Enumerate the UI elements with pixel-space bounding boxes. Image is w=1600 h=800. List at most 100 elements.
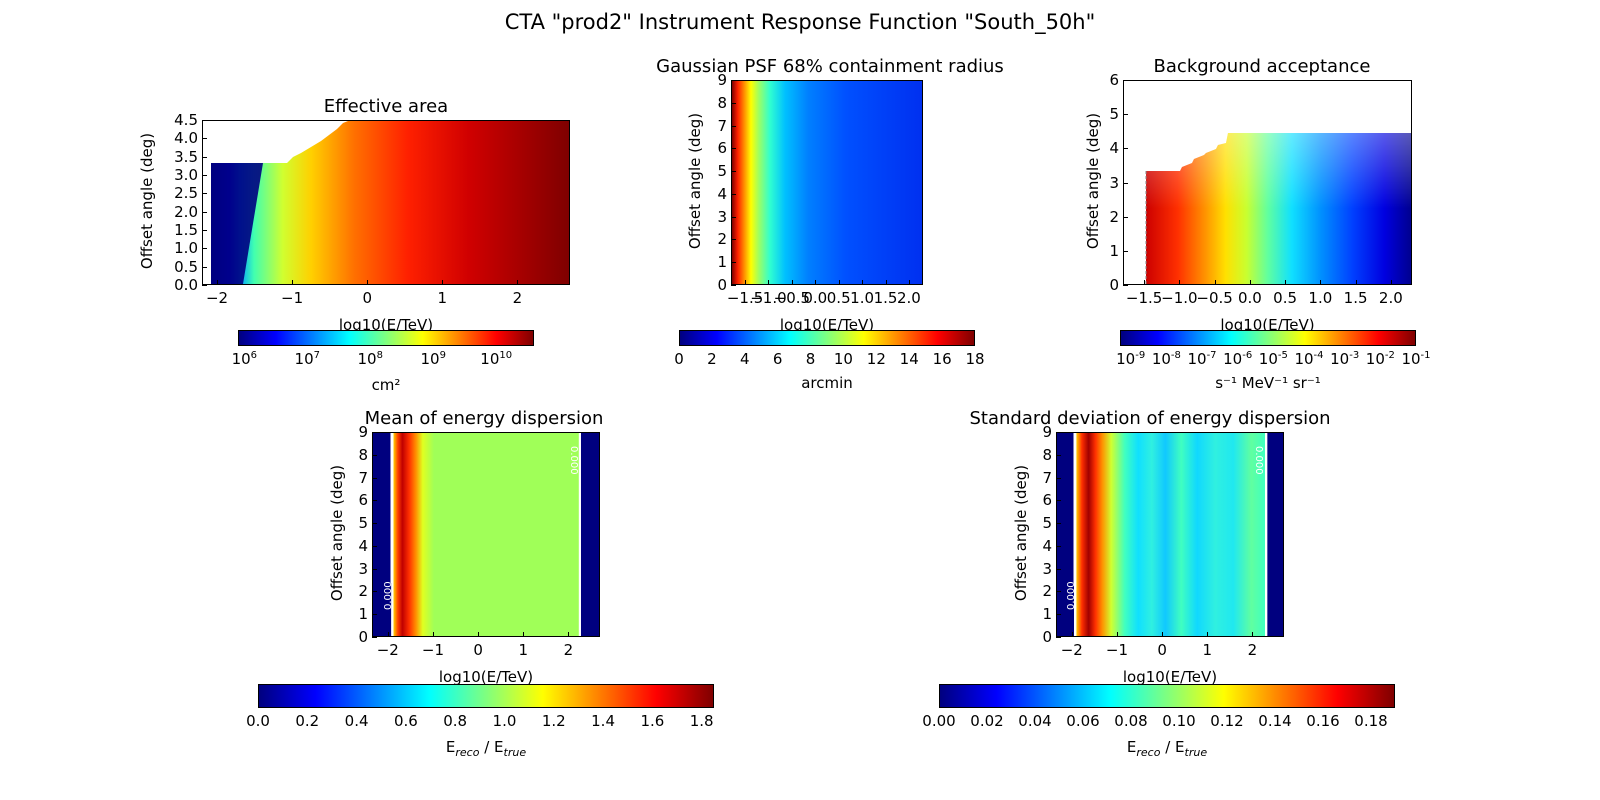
x-tick-mark bbox=[1144, 280, 1146, 285]
colorbar-tick-label: 14 bbox=[899, 350, 919, 368]
colorbar-tick-label: 10-4 bbox=[1287, 350, 1331, 368]
y-tick-label: 9 bbox=[1042, 423, 1052, 441]
colorbar-tick-base: 10 bbox=[1401, 350, 1421, 368]
x-tick-label: 0 bbox=[362, 289, 372, 307]
y-tick-label: 7 bbox=[717, 116, 727, 135]
y-tick-mark bbox=[1123, 250, 1128, 252]
y-tick-label: 3.0 bbox=[174, 166, 198, 184]
colorbar-tick-label: 1.0 bbox=[492, 712, 517, 730]
y-tick-mark bbox=[731, 262, 736, 264]
y-tick-label: 7 bbox=[1042, 468, 1052, 487]
y-tick-mark bbox=[202, 211, 207, 213]
colorbar-label-main: E bbox=[1126, 738, 1137, 756]
x-tick-mark bbox=[1071, 632, 1073, 637]
y-tick-label: 4.0 bbox=[174, 129, 198, 148]
x-tick-mark bbox=[1214, 280, 1216, 285]
x-tick-mark bbox=[367, 280, 369, 285]
x-tick-label: 1 bbox=[518, 641, 528, 659]
x-tick-mark bbox=[1162, 632, 1164, 637]
y-tick-label: 8 bbox=[358, 445, 368, 464]
y-tick-label: 4.5 bbox=[174, 111, 198, 129]
plot-area bbox=[372, 432, 600, 637]
colorbar-tick-label: 0.4 bbox=[344, 712, 369, 730]
y-tick-label: 0.5 bbox=[174, 257, 198, 276]
x-tick-mark bbox=[292, 280, 294, 285]
y-tick-label: 3 bbox=[717, 207, 727, 226]
x-tick-mark bbox=[387, 632, 389, 637]
y-tick-label: 6 bbox=[1042, 491, 1052, 510]
colorbar-tick-base: 10 bbox=[1294, 350, 1314, 368]
y-tick-mark bbox=[1056, 523, 1061, 525]
y-tick-mark bbox=[372, 545, 377, 547]
y-tick-mark bbox=[1056, 432, 1061, 433]
x-tick-label: 2 bbox=[563, 641, 574, 659]
colorbar-tick-label: 107 bbox=[285, 350, 329, 368]
colorbar-tick-label: 10-7 bbox=[1180, 350, 1224, 368]
colorbar-tick-base: 10 bbox=[231, 350, 251, 368]
y-tick-label: 1.5 bbox=[174, 221, 198, 239]
y-tick-mark bbox=[202, 120, 207, 121]
colorbar bbox=[258, 684, 714, 708]
y-tick-mark bbox=[1123, 216, 1128, 218]
heatmap-image bbox=[373, 433, 599, 636]
colorbar-label-main: E bbox=[445, 738, 456, 756]
colorbar-label-sub: true bbox=[503, 746, 527, 759]
x-tick-label: −1.0 bbox=[750, 289, 787, 307]
x-tick-mark bbox=[815, 280, 817, 285]
colorbar-tick-exponent: -8 bbox=[1170, 350, 1181, 361]
y-tick-mark bbox=[202, 156, 207, 158]
colorbar-tick-exponent: -9 bbox=[1135, 350, 1146, 361]
y-tick-label: 4 bbox=[1109, 139, 1119, 158]
colorbar-tick-label: 0.14 bbox=[1258, 712, 1292, 730]
x-axis-label: log10(E/TeV) bbox=[438, 668, 534, 686]
y-tick-mark bbox=[202, 230, 207, 231]
y-tick-label: 4 bbox=[717, 184, 727, 203]
x-tick-label: −1.0 bbox=[1161, 289, 1198, 307]
colorbar-tick-label: 108 bbox=[348, 350, 392, 368]
x-axis-label: log10(E/TeV) bbox=[779, 316, 875, 334]
x-tick-label: 2 bbox=[1247, 641, 1258, 659]
y-tick-label: 4 bbox=[358, 536, 368, 555]
y-tick-mark bbox=[731, 80, 736, 81]
colorbar-tick-label: 1.8 bbox=[689, 712, 714, 730]
y-tick-label: 6 bbox=[717, 139, 727, 158]
x-tick-mark bbox=[908, 280, 910, 285]
colorbar-tick-exponent: -6 bbox=[1242, 350, 1253, 361]
y-tick-label: 0 bbox=[717, 276, 727, 294]
colorbar-tick-label: 0.18 bbox=[1354, 712, 1388, 730]
colorbar-tick-label: 1.2 bbox=[541, 712, 566, 730]
panel-title: Gaussian PSF 68% containment radius bbox=[656, 56, 1004, 77]
y-tick-label: 9 bbox=[358, 423, 368, 441]
x-tick-label: −1 bbox=[1105, 641, 1128, 659]
y-tick-mark bbox=[372, 568, 377, 570]
colorbar-tick-label: 0.02 bbox=[970, 712, 1004, 730]
x-tick-mark bbox=[1285, 280, 1287, 285]
y-tick-label: 1.0 bbox=[174, 239, 198, 258]
colorbar-tick-label: 10 bbox=[833, 350, 853, 368]
x-tick-label: 1 bbox=[437, 289, 448, 307]
y-tick-label: 7 bbox=[358, 468, 368, 487]
colorbar-tick-label: 18 bbox=[965, 350, 985, 368]
colorbar-tick-label: 0.00 bbox=[922, 712, 956, 730]
figure-title: CTA "prod2" Instrument Response Function… bbox=[504, 10, 1096, 34]
colorbar-tick-exponent: 10 bbox=[499, 350, 513, 361]
panel-title: Effective area bbox=[323, 96, 449, 117]
colorbar-tick-label: 1.4 bbox=[591, 712, 615, 730]
x-tick-mark bbox=[478, 632, 480, 637]
x-tick-label: −1 bbox=[281, 289, 304, 307]
y-tick-mark bbox=[372, 614, 377, 616]
panel-title: Background acceptance bbox=[1153, 56, 1371, 77]
x-tick-mark bbox=[791, 280, 793, 285]
y-tick-label: 3 bbox=[358, 559, 368, 578]
colorbar bbox=[939, 684, 1395, 708]
colorbar-tick-base: 10 bbox=[1330, 350, 1350, 368]
x-tick-mark bbox=[217, 280, 219, 285]
y-tick-mark bbox=[731, 216, 736, 218]
x-tick-label: −0.5 bbox=[773, 289, 811, 307]
colorbar-tick-label: 12 bbox=[866, 350, 886, 368]
y-tick-mark bbox=[372, 454, 377, 456]
colorbar-tick-exponent: -5 bbox=[1277, 350, 1288, 361]
x-tick-mark bbox=[1207, 632, 1209, 637]
y-tick-label: 6 bbox=[1109, 71, 1119, 89]
colorbar-tick-base: 10 bbox=[480, 350, 500, 368]
